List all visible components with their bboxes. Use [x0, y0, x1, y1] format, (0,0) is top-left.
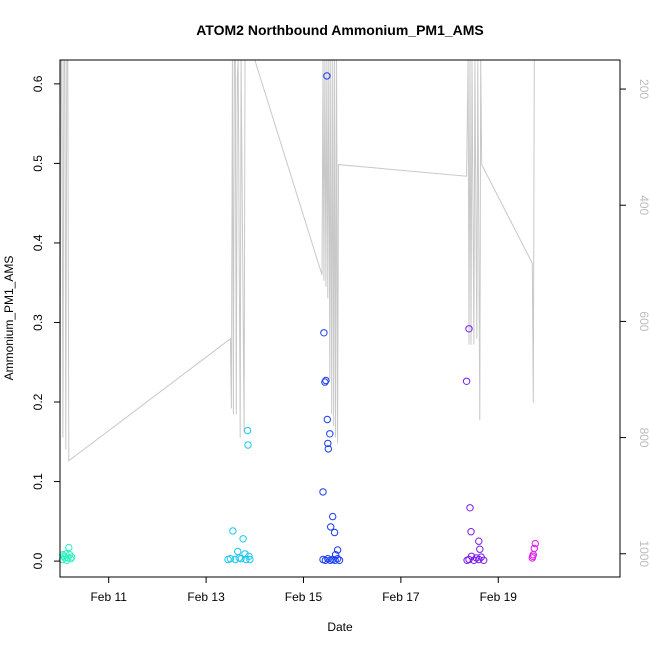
- data-point: [330, 528, 339, 537]
- data-point: [67, 555, 75, 563]
- data-point: [231, 555, 240, 564]
- y2-tick-label: 600: [637, 311, 650, 331]
- data-point: [327, 523, 335, 531]
- x-tick-label: Feb 15: [285, 590, 323, 604]
- chart-title: ATOM2 Northbound Ammonium_PM1_AMS: [196, 22, 484, 38]
- x-tick-label: Feb 19: [480, 590, 518, 604]
- data-point: [65, 543, 73, 552]
- y2-tick-label: 800: [637, 428, 650, 448]
- data-point: [68, 553, 76, 561]
- data-point: [320, 329, 328, 337]
- data-point: [476, 545, 484, 553]
- secondary-line: [59, 59, 535, 462]
- x-tick-label: Feb 11: [90, 590, 127, 604]
- data-point: [463, 556, 471, 564]
- data-point: [323, 72, 331, 80]
- x-tick-label: Feb 17: [382, 590, 420, 604]
- y-tick-label: 0.2: [31, 393, 45, 410]
- data-point: [324, 445, 332, 453]
- data-point: [466, 504, 474, 512]
- data-point: [529, 552, 537, 560]
- y-tick-label: 0.0: [31, 552, 45, 569]
- y2-tick-label: 200: [637, 79, 650, 99]
- data-point: [319, 488, 327, 496]
- data-point: [462, 377, 471, 385]
- data-point: [322, 376, 330, 385]
- data-point: [475, 537, 483, 545]
- data-point: [530, 544, 538, 553]
- y-axis-label: Ammonium_PM1_AMS: [2, 256, 16, 381]
- y-axis: 0.0 0.1 0.2 0.3 0.4 0.5 0.6: [31, 75, 60, 569]
- y-tick-label: 0.4: [31, 234, 45, 251]
- data-point: [321, 378, 329, 386]
- y2-tick-label: 400: [637, 195, 650, 215]
- y-tick-label: 0.6: [31, 75, 45, 92]
- data-point: [323, 415, 331, 424]
- data-point: [229, 527, 237, 535]
- data-point: [335, 556, 344, 564]
- y2-tick-label: 1000: [637, 540, 650, 567]
- data-point: [245, 552, 253, 560]
- data-point: [467, 552, 476, 560]
- plot-frame: [59, 59, 621, 578]
- data-point: [241, 550, 249, 558]
- y-tick-label: 0.1: [31, 473, 45, 490]
- data-point: [226, 555, 235, 563]
- data-point: [246, 555, 254, 564]
- data-point: [326, 430, 334, 438]
- data-point: [333, 546, 342, 554]
- y-tick-label: 0.3: [31, 314, 45, 331]
- data-point: [475, 555, 483, 564]
- data-point: [329, 512, 337, 521]
- x-tick-label: Feb 13: [187, 590, 225, 604]
- x-axis: Feb 11 Feb 13 Feb 15 Feb 17 Feb 19: [90, 577, 517, 604]
- x-axis-label: Date: [327, 620, 353, 634]
- data-point: [531, 539, 539, 548]
- y-tick-label: 0.5: [31, 155, 45, 172]
- data-point: [243, 426, 252, 435]
- data-point: [234, 547, 242, 556]
- data-point: [480, 556, 488, 564]
- secondary-line-series: [59, 59, 535, 462]
- data-point: [324, 439, 332, 448]
- y2-axis: 200 400 600 800 1000: [620, 79, 650, 567]
- data-point: [465, 325, 473, 333]
- data-point: [467, 528, 475, 536]
- data-point: [237, 555, 245, 563]
- data-points: [58, 72, 539, 564]
- data-point: [239, 535, 247, 543]
- data-point: [244, 441, 252, 449]
- data-point: [333, 555, 342, 563]
